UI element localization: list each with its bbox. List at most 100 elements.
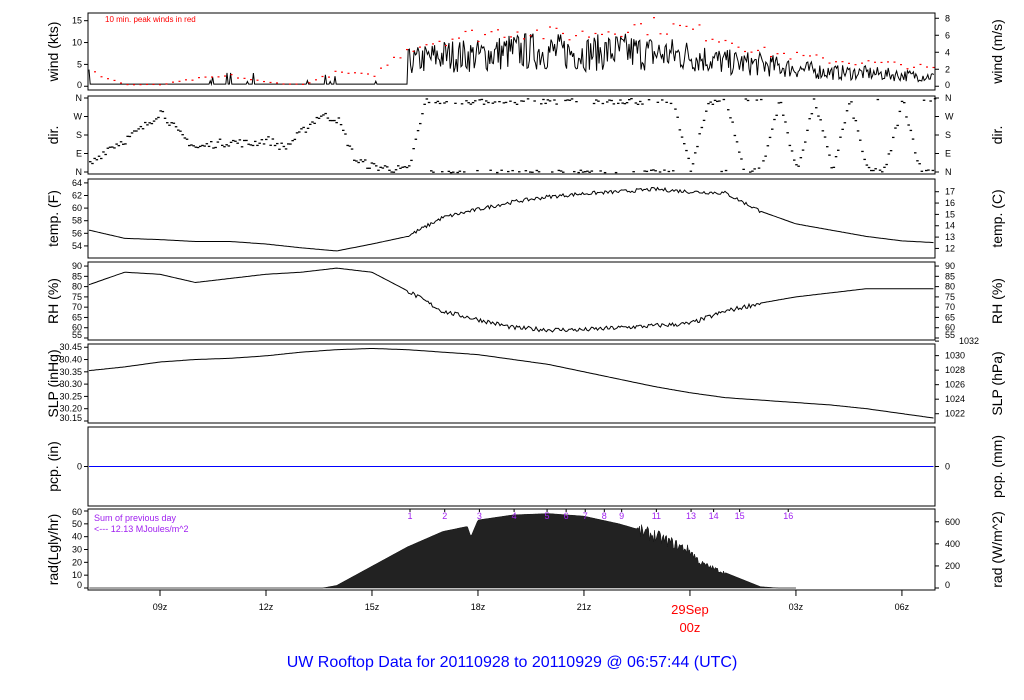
direction-point [909, 129, 913, 132]
peak-wind-mark [828, 62, 831, 64]
peak-wind-mark [796, 51, 798, 54]
direction-point [260, 139, 264, 141]
direction-point [676, 116, 679, 118]
peak-wind-mark [581, 30, 584, 32]
peak-wind-mark [750, 51, 753, 53]
peak-wind-mark [178, 80, 181, 82]
direction-point [463, 171, 466, 173]
y-tick-label: 40 [72, 532, 82, 542]
hour-marker-label: 5 [545, 511, 550, 521]
peak-wind-mark [451, 38, 454, 40]
direction-point [735, 141, 739, 143]
direction-point [379, 166, 382, 168]
direction-point [718, 100, 721, 102]
direction-point [804, 141, 807, 143]
peak-wind-mark [191, 79, 194, 81]
peak-wind-mark [880, 61, 883, 64]
direction-point [399, 167, 402, 169]
x-tick-label: 09z [153, 602, 168, 612]
direction-point [383, 165, 387, 167]
direction-point [731, 121, 734, 123]
direction-point [892, 136, 895, 139]
direction-point [509, 100, 512, 102]
direction-point [584, 171, 587, 173]
peak-wind-mark [341, 71, 343, 73]
direction-point [546, 99, 550, 101]
peak-wind-annotation: 10 min. peak winds in red [105, 15, 196, 24]
rh-series-line [88, 267, 934, 333]
panel-rh: RH (%) RH (%)5560657075808590556065707580… [45, 261, 1005, 341]
direction-point [608, 99, 611, 101]
direction-point [166, 122, 169, 124]
direction-point [661, 99, 664, 101]
direction-point [168, 124, 171, 126]
peak-wind-mark [698, 24, 701, 26]
direction-point [210, 140, 213, 143]
peak-wind-mark [549, 26, 551, 28]
direction-point [753, 168, 756, 170]
y-tick-label: 0 [77, 462, 82, 472]
peak-wind-mark [360, 72, 363, 74]
direction-point [929, 100, 932, 102]
direction-point [722, 98, 726, 101]
direction-point [865, 164, 869, 166]
direction-point [245, 139, 248, 142]
direction-point [698, 133, 701, 135]
peak-wind-mark [367, 73, 369, 75]
peak-wind-mark [516, 31, 519, 33]
y-axis-label-right: dir. [989, 126, 1005, 145]
y-tick-label: 55 [72, 330, 82, 340]
radiation-sum-label: Sum of previous day [94, 513, 177, 523]
direction-point [322, 114, 325, 116]
direction-point [441, 171, 444, 173]
peak-wind-mark [874, 61, 876, 63]
direction-point [394, 169, 398, 171]
direction-point [548, 100, 552, 102]
direction-point [247, 143, 250, 145]
peak-wind-mark [399, 57, 402, 59]
y-tick-label-right: 16 [945, 198, 955, 208]
direction-point [757, 167, 761, 169]
direction-point [445, 101, 448, 103]
direction-point [478, 99, 481, 101]
direction-point [595, 99, 598, 101]
direction-point [586, 170, 589, 172]
direction-point [749, 171, 752, 173]
direction-point [265, 138, 268, 141]
x-tick-label: 18z [471, 602, 486, 612]
direction-point [634, 102, 638, 104]
direction-point [841, 128, 844, 130]
direction-point [190, 144, 193, 146]
peak-wind-mark [757, 49, 759, 52]
peak-wind-mark [269, 81, 272, 84]
direction-point [240, 146, 244, 148]
radiation-area [89, 513, 796, 589]
direction-point [227, 145, 231, 147]
direction-point [828, 154, 831, 156]
peak-wind-mark [503, 36, 506, 38]
direction-point [799, 157, 803, 159]
y-tick-label-right: 1022 [945, 409, 965, 419]
hour-marker-label: 8 [602, 511, 607, 521]
y-tick-label-right: 55 [945, 330, 955, 340]
direction-point [746, 99, 750, 102]
direction-point [256, 144, 259, 147]
direction-point [249, 144, 253, 146]
direction-point [119, 141, 123, 143]
direction-point [229, 141, 233, 144]
direction-point [199, 145, 202, 148]
temp-series-line [88, 186, 934, 252]
direction-point [658, 171, 662, 173]
direction-point [533, 100, 536, 102]
direction-point [925, 169, 928, 172]
peak-wind-mark [315, 79, 317, 81]
direction-point [122, 143, 125, 145]
direction-point [610, 99, 613, 102]
direction-point [298, 131, 301, 133]
y-tick-label: N [76, 167, 83, 177]
direction-point [839, 136, 842, 138]
direction-point [243, 139, 246, 142]
peak-wind-mark [146, 83, 148, 86]
direction-point [135, 130, 138, 132]
peak-wind-mark [523, 38, 525, 40]
